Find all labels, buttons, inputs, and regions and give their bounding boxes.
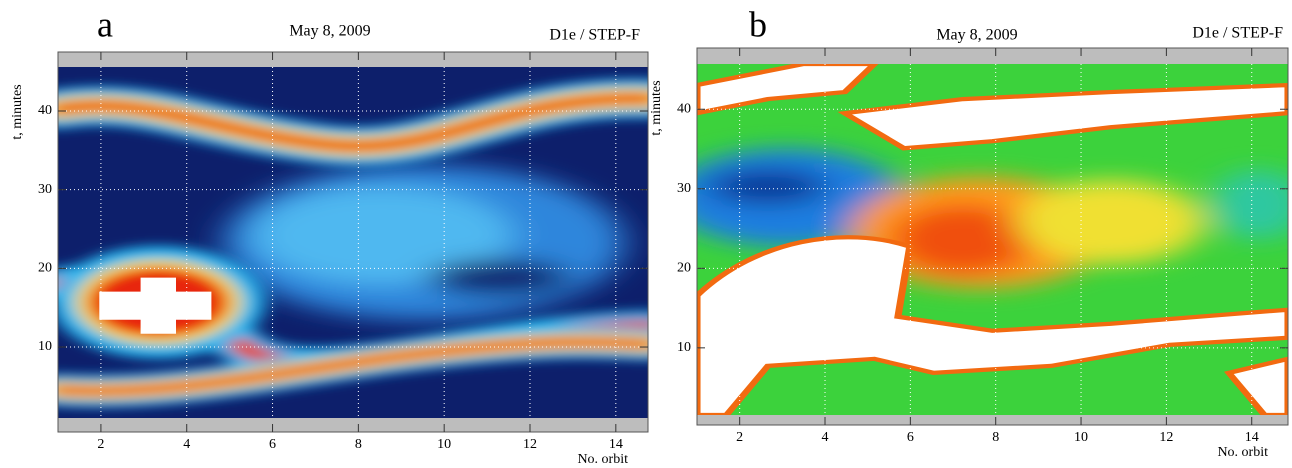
axis-band <box>58 52 648 67</box>
x-tick-label: 4 <box>822 430 829 445</box>
x-tick-label: 6 <box>269 437 276 452</box>
x-tick-label: 8 <box>992 430 999 445</box>
x-tick-label: 10 <box>437 437 451 452</box>
x-tick-label: 4 <box>183 437 190 452</box>
x-tick-label: 14 <box>609 437 623 452</box>
axis-band <box>697 415 1288 425</box>
plot-frame <box>696 47 1289 426</box>
y-tick-label: 40 <box>38 103 52 118</box>
x-tick-label: 14 <box>1245 430 1259 445</box>
y-tick-label: 30 <box>38 182 52 197</box>
panel-label: a <box>97 4 113 44</box>
chart-title: May 8, 2009 <box>289 23 370 40</box>
y-tick-label: 30 <box>677 181 691 196</box>
x-tick-label: 2 <box>736 430 743 445</box>
chart-subtitle: D1e / STEP-F <box>549 27 640 44</box>
axis-band <box>697 48 1288 64</box>
plot-frame <box>57 51 649 433</box>
y-tick-label: 40 <box>677 101 691 116</box>
x-axis-label: No. orbit <box>577 452 628 467</box>
chart-title: May 8, 2009 <box>936 27 1017 44</box>
y-axis-label: t, minutes <box>10 84 25 139</box>
y-tick-label: 20 <box>38 261 52 276</box>
heatmap-a <box>58 67 648 418</box>
y-tick-label: 10 <box>38 339 52 354</box>
axis-band <box>58 418 648 432</box>
x-tick-label: 12 <box>523 437 537 452</box>
x-tick-label: 12 <box>1159 430 1173 445</box>
x-tick-label: 8 <box>355 437 362 452</box>
heatmap-b <box>697 64 1288 415</box>
x-axis-label: No. orbit <box>1217 445 1268 460</box>
y-axis-label: t, minutes <box>649 80 664 135</box>
y-tick-label: 20 <box>677 261 691 276</box>
panel-label: b <box>749 4 767 44</box>
x-tick-label: 10 <box>1074 430 1088 445</box>
x-tick-label: 2 <box>97 437 104 452</box>
chart-subtitle: D1e / STEP-F <box>1192 25 1283 42</box>
y-tick-label: 10 <box>677 340 691 355</box>
x-tick-label: 6 <box>907 430 914 445</box>
